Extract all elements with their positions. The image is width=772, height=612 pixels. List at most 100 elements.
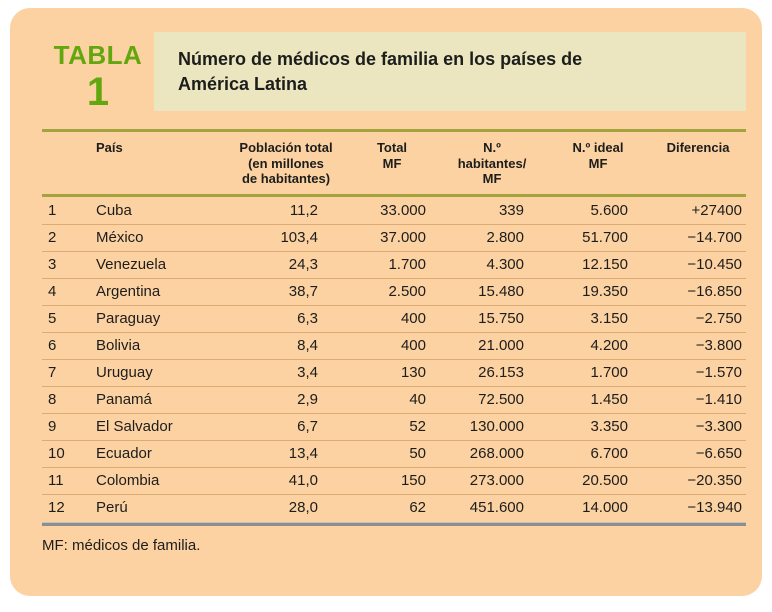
cell-index: 12 [48, 499, 65, 517]
cell-ideal-mf: 5.600 [590, 201, 628, 219]
cell-poblacion: 3,4 [297, 364, 318, 382]
cell-pais: Panamá [96, 391, 152, 409]
cell-total-mf: 33.000 [380, 201, 426, 219]
cell-ideal-mf: 4.200 [590, 337, 628, 355]
title-box: Número de médicos de familia en los país… [154, 32, 746, 111]
cell-total-mf: 37.000 [380, 229, 426, 247]
cell-total-mf: 40 [409, 391, 426, 409]
cell-total-mf: 400 [400, 337, 426, 355]
cell-poblacion: 2,9 [297, 391, 318, 409]
table-row: 9 El Salvador 6,7 52 130.000 3.350 −3.30… [42, 412, 746, 440]
cell-index: 8 [48, 391, 57, 409]
cell-total-mf: 2.500 [388, 283, 426, 301]
cell-poblacion: 6,3 [297, 310, 318, 328]
cell-ideal-mf: 1.700 [590, 364, 628, 382]
cell-pais: Bolivia [96, 337, 141, 355]
cell-pais: Venezuela [96, 256, 167, 274]
cell-poblacion: 24,3 [288, 256, 318, 274]
cell-index: 5 [48, 310, 57, 328]
cell-total-mf: 400 [400, 310, 426, 328]
col-header-total-mf: Total MF [376, 140, 408, 171]
table-row: 2 México 103,4 37.000 2.800 51.700 −14.7… [42, 223, 746, 251]
cell-pais: El Salvador [96, 418, 173, 436]
cell-habitantes-mf: 451.600 [469, 499, 524, 517]
cell-poblacion: 8,4 [297, 337, 318, 355]
cell-index: 7 [48, 364, 57, 382]
cell-diferencia: −6.650 [695, 445, 742, 463]
cell-habitantes-mf: 21.000 [478, 337, 524, 355]
cell-poblacion: 28,0 [288, 499, 318, 517]
table-body: 1 Cuba 11,2 33.000 339 5.600 +27400 2 Mé… [42, 197, 746, 521]
cell-diferencia: −10.450 [687, 256, 742, 274]
table-title: Número de médicos de familia en los país… [178, 49, 583, 94]
cell-total-mf: 52 [409, 418, 426, 436]
table-row: 12 Perú 28,0 62 451.600 14.000 −13.940 [42, 493, 746, 521]
cell-habitantes-mf: 15.750 [478, 310, 524, 328]
cell-habitantes-mf: 4.300 [486, 256, 524, 274]
cell-habitantes-mf: 15.480 [478, 283, 524, 301]
table-label-word: TABLA [53, 40, 143, 70]
cell-index: 2 [48, 229, 57, 247]
cell-total-mf: 130 [400, 364, 426, 382]
col-header-ideal-mf: N.º ideal MF [572, 140, 624, 171]
cell-poblacion: 103,4 [280, 229, 318, 247]
cell-diferencia: −13.940 [687, 499, 742, 517]
cell-habitantes-mf: 72.500 [478, 391, 524, 409]
cell-ideal-mf: 14.000 [582, 499, 628, 517]
table-row: 7 Uruguay 3,4 130 26.153 1.700 −1.570 [42, 358, 746, 386]
cell-total-mf: 1.700 [388, 256, 426, 274]
divider-top [42, 129, 746, 132]
cell-ideal-mf: 3.150 [590, 310, 628, 328]
col-header-poblacion: Población total (en millones de habitant… [239, 140, 333, 187]
cell-poblacion: 41,0 [288, 472, 318, 490]
table-row: 3 Venezuela 24,3 1.700 4.300 12.150 −10.… [42, 250, 746, 278]
table-row: 1 Cuba 11,2 33.000 339 5.600 +27400 [42, 197, 746, 224]
cell-index: 4 [48, 283, 57, 301]
cell-habitantes-mf: 26.153 [478, 364, 524, 382]
cell-habitantes-mf: 273.000 [469, 472, 524, 490]
cell-index: 9 [48, 418, 57, 436]
table-row: 6 Bolivia 8,4 400 21.000 4.200 −3.800 [42, 331, 746, 359]
cell-diferencia: −3.300 [695, 418, 742, 436]
cell-habitantes-mf: 130.000 [469, 418, 524, 436]
cell-ideal-mf: 20.500 [582, 472, 628, 490]
cell-diferencia: +27400 [691, 201, 742, 219]
cell-diferencia: −14.700 [687, 229, 742, 247]
cell-pais: Paraguay [96, 310, 161, 328]
cell-total-mf: 50 [409, 445, 426, 463]
divider-header-bottom [42, 193, 746, 197]
col-header-diferencia: Diferencia [666, 140, 730, 155]
table-label: TABLA 1 [42, 32, 154, 114]
cell-index: 11 [48, 472, 64, 490]
data-table: País Población total (en millones de hab… [42, 129, 746, 554]
cell-pais: Cuba [96, 201, 132, 219]
table-column-headers: País Población total (en millones de hab… [42, 132, 746, 194]
cell-total-mf: 62 [409, 499, 426, 517]
cell-ideal-mf: 1.450 [590, 391, 628, 409]
tabla-panel: TABLA 1 Número de médicos de familia en … [10, 8, 762, 596]
cell-poblacion: 38,7 [288, 283, 318, 301]
cell-pais: Ecuador [96, 445, 152, 463]
table-label-number: 1 [86, 70, 110, 114]
cell-diferencia: −1.410 [695, 391, 742, 409]
cell-total-mf: 150 [400, 472, 426, 490]
cell-pais: Perú [96, 499, 128, 517]
cell-poblacion: 13,4 [288, 445, 318, 463]
cell-index: 1 [48, 201, 57, 219]
table-footnote: MF: médicos de familia. [42, 536, 201, 554]
cell-ideal-mf: 19.350 [582, 283, 628, 301]
divider-bottom [42, 521, 746, 526]
cell-ideal-mf: 3.350 [590, 418, 628, 436]
table-row: 8 Panamá 2,9 40 72.500 1.450 −1.410 [42, 385, 746, 413]
cell-diferencia: −1.570 [695, 364, 742, 382]
cell-diferencia: −3.800 [695, 337, 742, 355]
cell-habitantes-mf: 2.800 [486, 229, 524, 247]
cell-poblacion: 6,7 [297, 418, 318, 436]
cell-habitantes-mf: 339 [498, 201, 524, 219]
cell-index: 6 [48, 337, 57, 355]
cell-index: 10 [48, 445, 65, 463]
cell-pais: México [96, 229, 144, 247]
cell-pais: Argentina [96, 283, 161, 301]
table-row: 5 Paraguay 6,3 400 15.750 3.150 −2.750 [42, 304, 746, 332]
cell-ideal-mf: 12.150 [582, 256, 628, 274]
